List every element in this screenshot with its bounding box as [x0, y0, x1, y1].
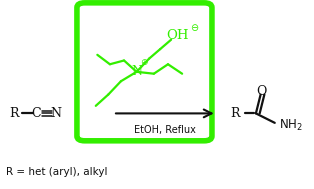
- Text: R: R: [9, 107, 19, 120]
- FancyBboxPatch shape: [77, 3, 212, 141]
- Text: N: N: [131, 65, 142, 78]
- Text: N: N: [50, 107, 62, 120]
- Text: EtOH, Reflux: EtOH, Reflux: [134, 125, 196, 135]
- Text: R: R: [231, 107, 240, 120]
- Text: OH: OH: [166, 29, 189, 42]
- Text: C: C: [31, 107, 41, 120]
- Text: $\oplus$: $\oplus$: [140, 57, 149, 67]
- Text: O: O: [256, 85, 267, 98]
- Text: $\ominus$: $\ominus$: [190, 22, 199, 33]
- Text: NH$_2$: NH$_2$: [279, 118, 303, 133]
- Text: R = het (aryl), alkyl: R = het (aryl), alkyl: [6, 167, 108, 177]
